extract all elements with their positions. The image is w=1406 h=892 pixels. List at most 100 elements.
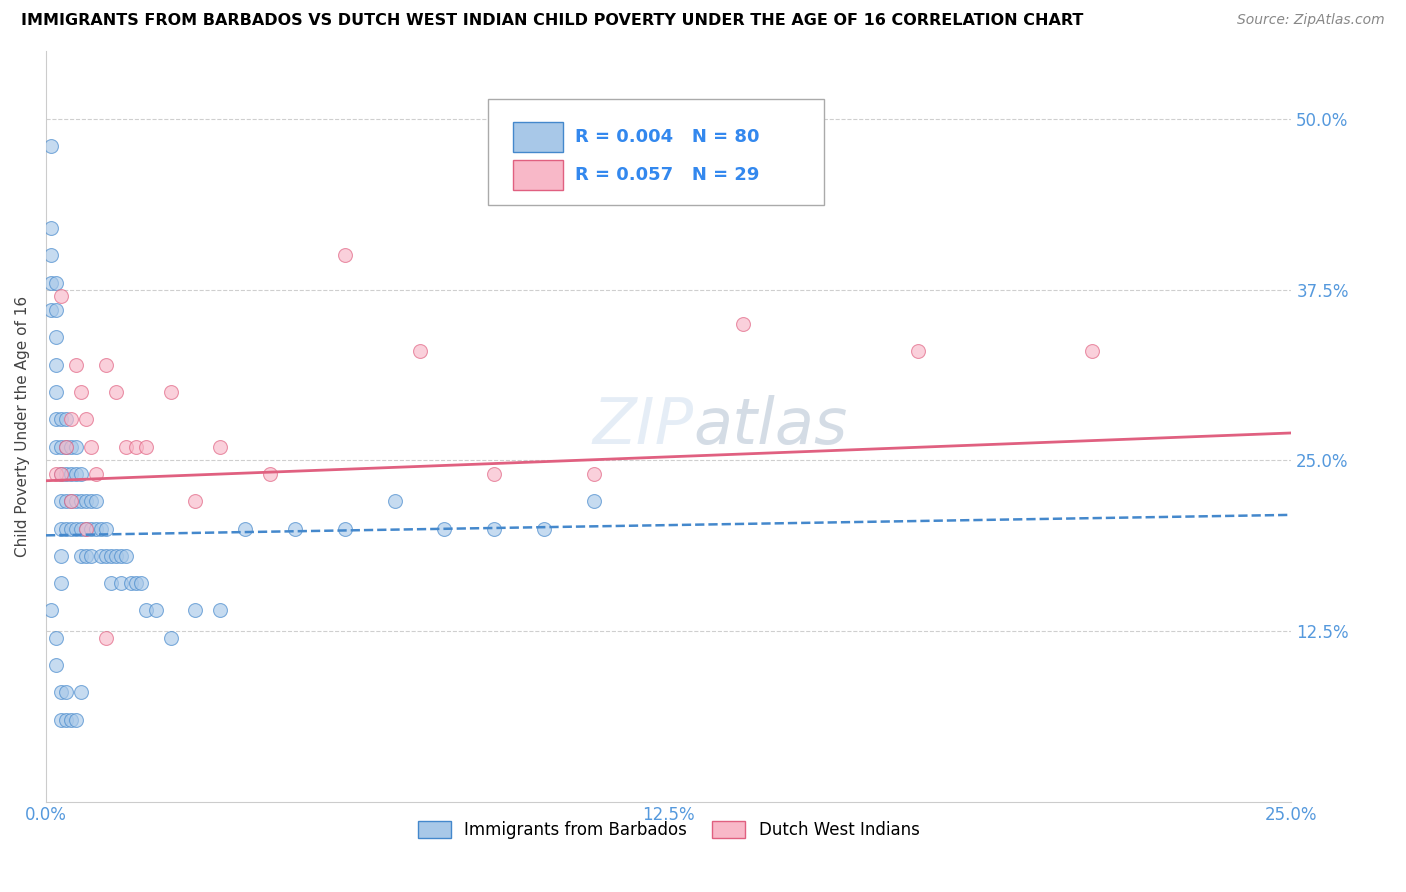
Point	[49, 576, 72, 591]
FancyBboxPatch shape	[488, 100, 824, 204]
Point	[75, 522, 97, 536]
Point	[55, 467, 77, 481]
Point	[484, 522, 506, 536]
Point	[90, 549, 112, 563]
Point	[49, 467, 72, 481]
Point	[69, 494, 91, 508]
Point	[65, 467, 87, 481]
Point	[907, 344, 929, 359]
Point	[65, 440, 87, 454]
Point	[49, 440, 72, 454]
Point	[90, 522, 112, 536]
Point	[69, 384, 91, 399]
Point	[184, 494, 207, 508]
Point	[49, 494, 72, 508]
Point	[45, 276, 67, 290]
Point	[55, 494, 77, 508]
Point	[39, 221, 62, 235]
Point	[59, 713, 82, 727]
Point	[75, 522, 97, 536]
Point	[39, 276, 62, 290]
Point	[49, 522, 72, 536]
Y-axis label: Child Poverty Under the Age of 16: Child Poverty Under the Age of 16	[15, 295, 30, 557]
Point	[65, 358, 87, 372]
Point	[49, 549, 72, 563]
Point	[65, 522, 87, 536]
Point	[433, 522, 456, 536]
Point	[45, 384, 67, 399]
Text: Source: ZipAtlas.com: Source: ZipAtlas.com	[1237, 13, 1385, 28]
Point	[94, 549, 117, 563]
Point	[84, 467, 107, 481]
Point	[120, 576, 142, 591]
Point	[259, 467, 281, 481]
Point	[333, 248, 356, 262]
Point	[45, 467, 67, 481]
Point	[533, 522, 555, 536]
Point	[55, 685, 77, 699]
Point	[45, 358, 67, 372]
Point	[94, 358, 117, 372]
Point	[104, 384, 127, 399]
Point	[75, 549, 97, 563]
Point	[114, 440, 136, 454]
Point	[408, 344, 430, 359]
Point	[100, 576, 122, 591]
Point	[733, 317, 755, 331]
Point	[84, 494, 107, 508]
Text: ZIP: ZIP	[592, 395, 693, 457]
Point	[209, 440, 232, 454]
Point	[65, 494, 87, 508]
Point	[55, 522, 77, 536]
Point	[129, 576, 152, 591]
Text: R = 0.057   N = 29: R = 0.057 N = 29	[575, 166, 759, 184]
Point	[582, 494, 605, 508]
Point	[1081, 344, 1104, 359]
Point	[49, 713, 72, 727]
Point	[333, 522, 356, 536]
Point	[384, 494, 406, 508]
Point	[59, 494, 82, 508]
Point	[135, 603, 157, 617]
Point	[110, 549, 132, 563]
Point	[100, 549, 122, 563]
Point	[45, 303, 67, 318]
Point	[49, 412, 72, 426]
Text: atlas: atlas	[693, 395, 848, 457]
Point	[69, 549, 91, 563]
Point	[49, 467, 72, 481]
Point	[69, 522, 91, 536]
Point	[114, 549, 136, 563]
Point	[159, 631, 181, 645]
Point	[233, 522, 256, 536]
Point	[184, 603, 207, 617]
Point	[75, 412, 97, 426]
Point	[45, 631, 67, 645]
Point	[45, 440, 67, 454]
Text: R = 0.004   N = 80: R = 0.004 N = 80	[575, 128, 759, 146]
Point	[582, 467, 605, 481]
Point	[59, 467, 82, 481]
Point	[145, 603, 167, 617]
Point	[80, 549, 103, 563]
Point	[45, 330, 67, 344]
Point	[45, 658, 67, 673]
Bar	[513, 160, 562, 190]
Point	[55, 713, 77, 727]
Point	[39, 303, 62, 318]
Point	[59, 522, 82, 536]
Point	[94, 522, 117, 536]
Point	[124, 576, 146, 591]
Point	[484, 467, 506, 481]
Point	[65, 713, 87, 727]
Point	[80, 494, 103, 508]
Point	[110, 576, 132, 591]
Point	[39, 603, 62, 617]
Text: IMMIGRANTS FROM BARBADOS VS DUTCH WEST INDIAN CHILD POVERTY UNDER THE AGE OF 16 : IMMIGRANTS FROM BARBADOS VS DUTCH WEST I…	[21, 13, 1084, 29]
Point	[80, 440, 103, 454]
Point	[94, 631, 117, 645]
Point	[55, 440, 77, 454]
Point	[135, 440, 157, 454]
Point	[80, 522, 103, 536]
Point	[159, 384, 181, 399]
